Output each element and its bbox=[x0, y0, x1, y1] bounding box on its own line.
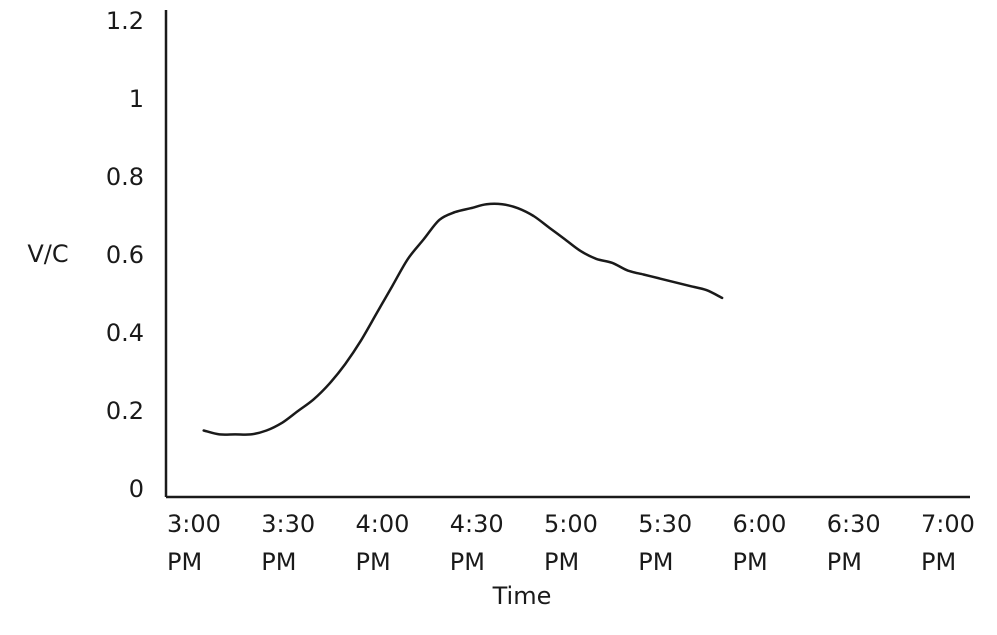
x-tick-label: 3:30 PM bbox=[261, 510, 315, 576]
y-tick-label: 0.8 bbox=[106, 163, 144, 191]
y-tick-label: 1 bbox=[129, 85, 144, 113]
y-tick-label: 0 bbox=[129, 475, 144, 503]
x-tick-label: 3:00 PM bbox=[167, 510, 221, 576]
y-tick-label: 0.2 bbox=[106, 397, 144, 425]
x-tick-label: 4:00 PM bbox=[356, 510, 410, 576]
y-tick-label: 1.2 bbox=[106, 7, 144, 35]
x-tick-label: 5:30 PM bbox=[638, 510, 692, 576]
y-axis-title: V/C bbox=[27, 240, 68, 268]
y-tick-label: 0.6 bbox=[106, 241, 144, 269]
x-axis-title: Time bbox=[492, 582, 552, 610]
series-line bbox=[202, 202, 724, 436]
x-tick-label: 6:30 PM bbox=[827, 510, 881, 576]
x-tick-label: 5:00 PM bbox=[544, 510, 598, 576]
x-tick-label: 6:00 PM bbox=[733, 510, 787, 576]
x-axis-ticks: 3:00 PM 3:30 PM 4:00 PM 4:30 PM 5:00 PM 5:30 PM 6:00… bbox=[167, 510, 975, 576]
y-axis-ticks: 0 0.2 0.4 0.6 0.8 1 1.2 bbox=[106, 7, 144, 503]
x-tick-label: 7:00 PM bbox=[921, 510, 975, 576]
y-tick-label: 0.4 bbox=[106, 319, 144, 347]
x-tick-label: 4:30 PM bbox=[450, 510, 504, 576]
